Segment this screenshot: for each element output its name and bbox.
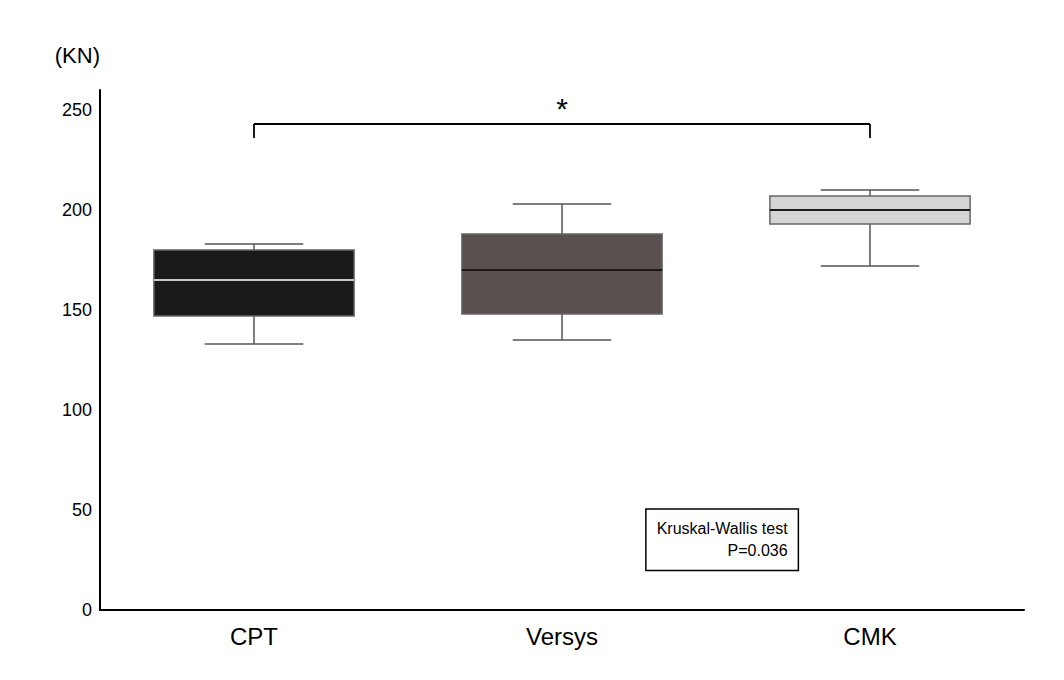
svg-text:P=0.036: P=0.036 [728, 542, 788, 559]
svg-text:Kruskal-Wallis test: Kruskal-Wallis test [657, 520, 789, 537]
svg-text:150: 150 [62, 300, 92, 320]
svg-text:*: * [556, 92, 568, 125]
svg-text:0: 0 [82, 600, 92, 620]
svg-text:CMK: CMK [843, 623, 896, 650]
svg-text:250: 250 [62, 100, 92, 120]
svg-text:(KN): (KN) [55, 43, 100, 68]
svg-text:CPT: CPT [230, 623, 278, 650]
svg-text:100: 100 [62, 400, 92, 420]
svg-text:Versys: Versys [526, 623, 598, 650]
svg-text:200: 200 [62, 200, 92, 220]
svg-text:50: 50 [72, 500, 92, 520]
